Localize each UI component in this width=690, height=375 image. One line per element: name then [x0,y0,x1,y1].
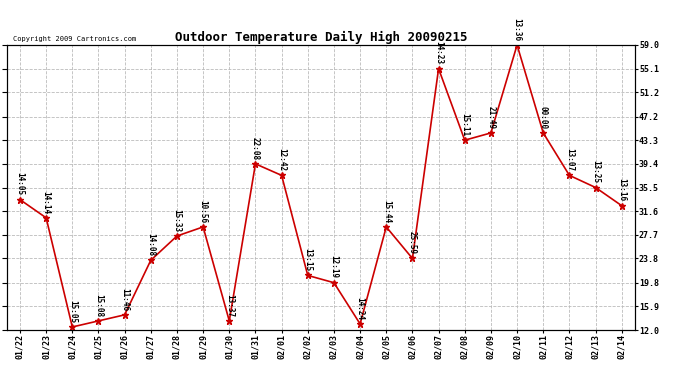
Text: 14:24: 14:24 [355,297,364,320]
Text: 12:42: 12:42 [277,148,286,171]
Text: 15:05: 15:05 [68,300,77,323]
Text: 13:37: 13:37 [225,294,234,317]
Text: 13:07: 13:07 [565,148,574,171]
Text: 14:14: 14:14 [41,190,50,214]
Text: 14:08: 14:08 [146,233,155,256]
Text: 25:59: 25:59 [408,231,417,254]
Text: 10:56: 10:56 [199,200,208,223]
Text: 00:00: 00:00 [539,106,548,129]
Text: 15:44: 15:44 [382,200,391,223]
Text: 14:05: 14:05 [15,172,24,195]
Title: Outdoor Temperature Daily High 20090215: Outdoor Temperature Daily High 20090215 [175,31,467,44]
Text: 21:49: 21:49 [486,106,495,129]
Text: 13:15: 13:15 [304,248,313,271]
Text: 13:36: 13:36 [513,18,522,41]
Text: 11:46: 11:46 [120,288,129,310]
Text: 13:16: 13:16 [618,178,627,201]
Text: 15:33: 15:33 [172,209,181,232]
Text: 14:23: 14:23 [434,41,443,64]
Text: 15:11: 15:11 [460,113,469,136]
Text: 12:19: 12:19 [329,255,338,279]
Text: 22:08: 22:08 [251,136,260,160]
Text: 15:08: 15:08 [94,294,103,317]
Text: Copyright 2009 Cartronics.com: Copyright 2009 Cartronics.com [13,36,137,42]
Text: 13:25: 13:25 [591,160,600,183]
